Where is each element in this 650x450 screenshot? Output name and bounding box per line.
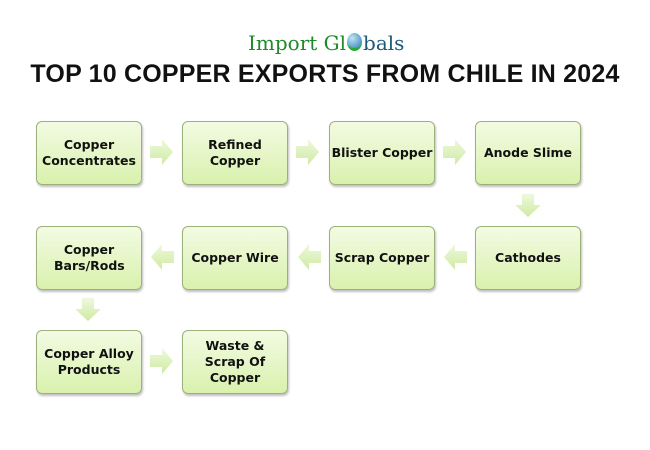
step-box: Cathodes xyxy=(475,226,581,290)
step-label: Copper Wire xyxy=(191,250,279,265)
step-box: Copper Bars/Rods xyxy=(36,226,142,290)
arrow-right-icon xyxy=(150,348,173,374)
step-box: Scrap Copper xyxy=(329,226,435,290)
step-box: Refined Copper xyxy=(182,121,288,185)
step-label: Anode Slime xyxy=(483,145,572,160)
logo-text-1: Import Gl xyxy=(248,31,347,55)
arrow-down-icon xyxy=(515,194,541,217)
step-box: Copper Concentrates xyxy=(36,121,142,185)
step-label: Copper Alloy Products xyxy=(44,346,134,377)
arrow-left-icon xyxy=(298,244,321,270)
arrow-right-icon xyxy=(443,139,466,165)
step-label: Scrap Copper xyxy=(334,250,430,265)
step-label: Copper Concentrates xyxy=(42,137,136,168)
arrow-left-icon xyxy=(444,244,467,270)
arrow-right-icon xyxy=(150,139,173,165)
arrow-right-icon xyxy=(296,139,319,165)
step-box: Anode Slime xyxy=(475,121,581,185)
logo: Import Gl bals xyxy=(248,31,404,55)
arrow-down-icon xyxy=(75,298,101,321)
logo-text-2: bals xyxy=(363,31,405,55)
globe-icon xyxy=(347,33,363,51)
step-label: Waste & Scrap Of Copper xyxy=(204,338,266,385)
step-label: Copper Bars/Rods xyxy=(54,242,125,273)
step-label: Blister Copper xyxy=(331,145,433,160)
step-box: Waste & Scrap Of Copper xyxy=(182,330,288,394)
page-title: TOP 10 COPPER EXPORTS FROM CHILE IN 2024 xyxy=(30,60,620,88)
step-box: Blister Copper xyxy=(329,121,435,185)
step-label: Refined Copper xyxy=(208,137,262,168)
step-box: Copper Wire xyxy=(182,226,288,290)
step-box: Copper Alloy Products xyxy=(36,330,142,394)
step-label: Cathodes xyxy=(495,250,561,265)
arrow-left-icon xyxy=(151,244,174,270)
